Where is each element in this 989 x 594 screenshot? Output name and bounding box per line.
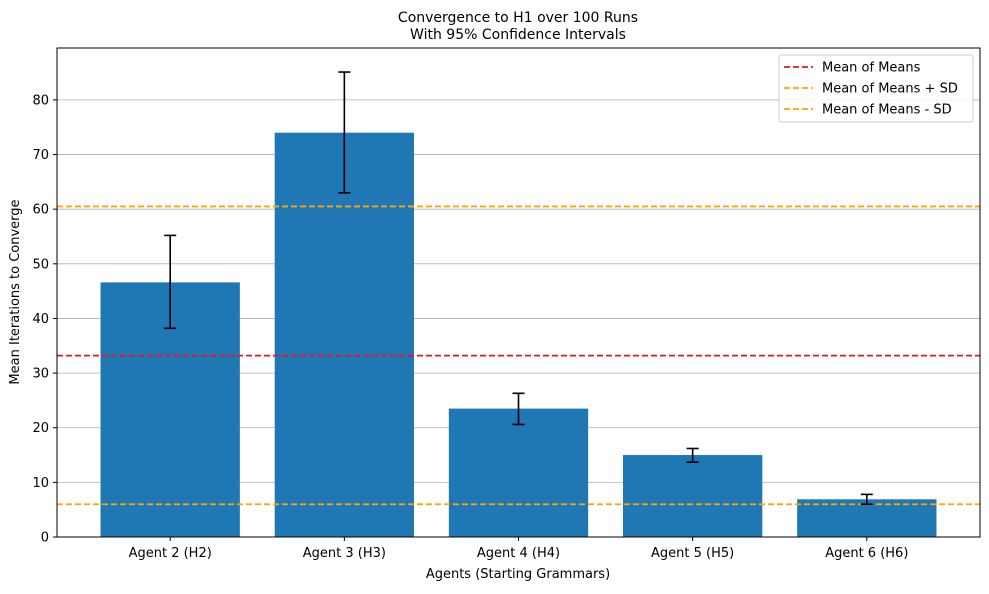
reference-lines-layer [57, 205, 980, 506]
y-axis: 0 10 20 30 40 50 60 70 80 [32, 93, 57, 546]
legend-label: Mean of Means + SD [822, 82, 958, 97]
bar [448, 408, 589, 537]
bar [797, 499, 937, 537]
y-tick-label: 40 [32, 312, 49, 327]
chart-title-line2: With 95% Confidence Intervals [410, 27, 626, 43]
y-tick-label: 30 [32, 367, 49, 382]
y-tick-label: 50 [32, 257, 49, 272]
legend-label: Mean of Means [822, 61, 921, 76]
x-axis-label: Agents (Starting Grammars) [426, 567, 610, 582]
y-tick-label: 60 [32, 203, 49, 218]
y-axis-label: Mean Iterations to Converge [8, 199, 23, 384]
y-tick-label: 0 [41, 531, 49, 546]
x-tick-label: Agent 4 (H4) [477, 546, 560, 561]
y-tick-label: 80 [32, 93, 49, 108]
legend-box [778, 54, 974, 123]
bar [274, 132, 415, 538]
legend: Mean of Means Mean of Means + SD Mean of M… [778, 54, 974, 123]
bar [622, 455, 763, 537]
y-tick-label: 20 [32, 421, 49, 436]
y-tick-label: 10 [32, 476, 49, 491]
error-bars-layer [164, 71, 873, 506]
x-tick-label: Agent 2 (H2) [129, 546, 212, 561]
x-tick-label: Agent 3 (H3) [303, 546, 386, 561]
y-tick-label: 70 [32, 148, 49, 163]
legend-label: Mean of Means - SD [822, 103, 952, 118]
x-axis: Agent 2 (H2) Agent 3 (H3) Agent 4 (H4) Agen… [129, 537, 908, 561]
chart-title-line1: Convergence to H1 over 100 Runs [398, 10, 638, 26]
bars-layer [100, 132, 937, 538]
x-tick-label: Agent 5 (H5) [651, 546, 734, 561]
x-tick-label: Agent 6 (H6) [825, 546, 908, 561]
